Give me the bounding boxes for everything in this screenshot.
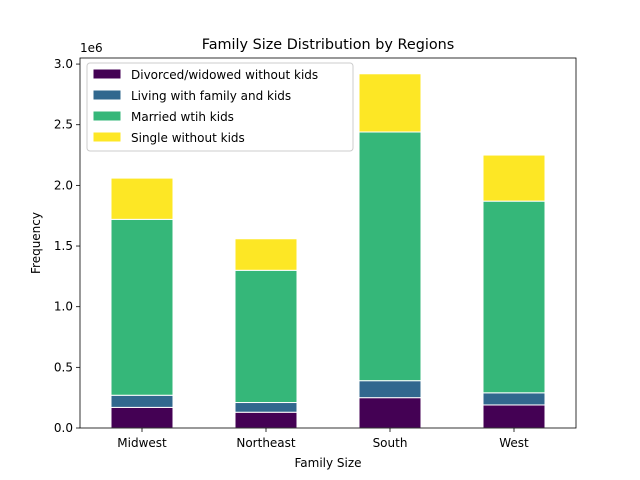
bar-midwest-series-2 bbox=[110, 218, 174, 396]
x-tick-label: South bbox=[373, 436, 408, 450]
axes-frame bbox=[79, 57, 577, 429]
bar-south-series-1 bbox=[358, 380, 422, 399]
legend-swatch bbox=[92, 110, 122, 122]
y-tick-label: 1.5 bbox=[54, 239, 73, 253]
y-offset-text: 1e6 bbox=[80, 41, 103, 55]
chart-title: Family Size Distribution by Regions bbox=[202, 37, 455, 53]
bar-midwest-series-3 bbox=[110, 177, 174, 220]
bar-west-series-3 bbox=[482, 154, 546, 202]
bar-west-series-0 bbox=[482, 404, 546, 429]
legend: Divorced/widowed without kids Living with… bbox=[86, 62, 354, 152]
y-tick-label: 0.5 bbox=[54, 360, 73, 374]
x-tick-label: West bbox=[499, 436, 529, 450]
legend-swatch bbox=[92, 68, 122, 80]
bar-midwest-series-1 bbox=[110, 394, 174, 408]
legend-label: Divorced/widowed without kids bbox=[131, 68, 318, 82]
bar-northeast-series-3 bbox=[234, 238, 298, 271]
legend-label: Married wtih kids bbox=[131, 110, 234, 124]
bar-south-series-3 bbox=[358, 73, 422, 133]
bar-northeast-series-0 bbox=[234, 411, 298, 429]
bar-midwest-series-0 bbox=[110, 406, 174, 429]
y-tick-label: 1.0 bbox=[54, 300, 73, 314]
bar-west-series-2 bbox=[482, 200, 546, 394]
legend-label: Single without kids bbox=[131, 131, 245, 145]
bar-northeast-series-1 bbox=[234, 402, 298, 413]
bar-northeast-series-2 bbox=[234, 269, 298, 404]
y-tick-label: 2.0 bbox=[54, 178, 73, 192]
bar-west-series-1 bbox=[482, 392, 546, 406]
y-axis-label: Frequency bbox=[29, 212, 43, 274]
x-tick-label: Northeast bbox=[236, 436, 296, 450]
y-tick-label: 0.0 bbox=[54, 421, 73, 435]
legend-label: Living with family and kids bbox=[131, 89, 291, 103]
y-tick-label: 3.0 bbox=[54, 57, 73, 71]
y-tick-label: 2.5 bbox=[54, 118, 73, 132]
bar-south-series-2 bbox=[358, 131, 422, 382]
plot-area: Midwest Northeast South West 0.0 0.5 1.0 1.5 2.0… bbox=[54, 57, 546, 450]
x-tick-label: Midwest bbox=[117, 436, 167, 450]
bar-south-series-0 bbox=[358, 397, 422, 429]
legend-frame bbox=[86, 62, 354, 152]
x-axis-label: Family Size bbox=[294, 456, 361, 470]
legend-swatch bbox=[92, 131, 122, 143]
legend-swatch bbox=[92, 89, 122, 101]
